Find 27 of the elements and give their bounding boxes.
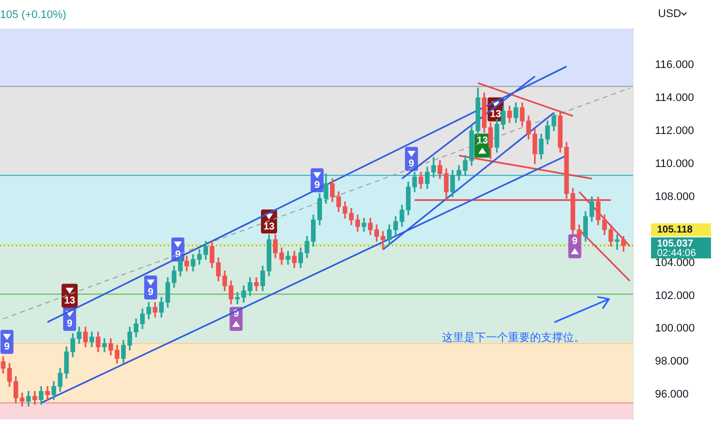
ref-line-label: 105.037 xyxy=(657,238,694,250)
y-tick-label: 112.000 xyxy=(655,124,694,137)
y-tick-label: 110.000 xyxy=(655,158,694,170)
y-tick-label: 108.000 xyxy=(655,190,695,203)
text: 105 (+0.10%) xyxy=(0,8,70,22)
y-tick-label: 98.000 xyxy=(655,356,689,368)
annotation: 9 xyxy=(314,180,320,192)
annotation: 9 xyxy=(175,249,182,260)
annotation: 13 xyxy=(490,109,502,120)
y-tick-label: 104.000 xyxy=(655,256,695,269)
annotation: 9 xyxy=(66,318,73,330)
y-tick-label: 114.000 xyxy=(655,92,694,104)
y-tick-label: 100.000 xyxy=(655,322,695,335)
annotation: 13 xyxy=(64,295,76,306)
annotation: 9 xyxy=(408,158,415,170)
text: 02:44:06 xyxy=(657,248,696,260)
y-tick-label: 96.000 xyxy=(655,388,689,401)
ref-line-label: 105.118 xyxy=(657,224,694,236)
y-tick-label: 102.000 xyxy=(655,290,695,302)
annotation: 13 xyxy=(476,135,488,146)
annotation: 9 xyxy=(572,236,578,248)
annotation: 9 xyxy=(4,342,10,353)
annotation: 9 xyxy=(148,287,154,298)
y-tick-label: 116.000 xyxy=(655,58,694,71)
y-axis-title: USD xyxy=(658,8,682,20)
annotation: 这里是下一个重要的支撑位。 xyxy=(442,330,585,345)
annotation: 13 xyxy=(263,221,276,232)
